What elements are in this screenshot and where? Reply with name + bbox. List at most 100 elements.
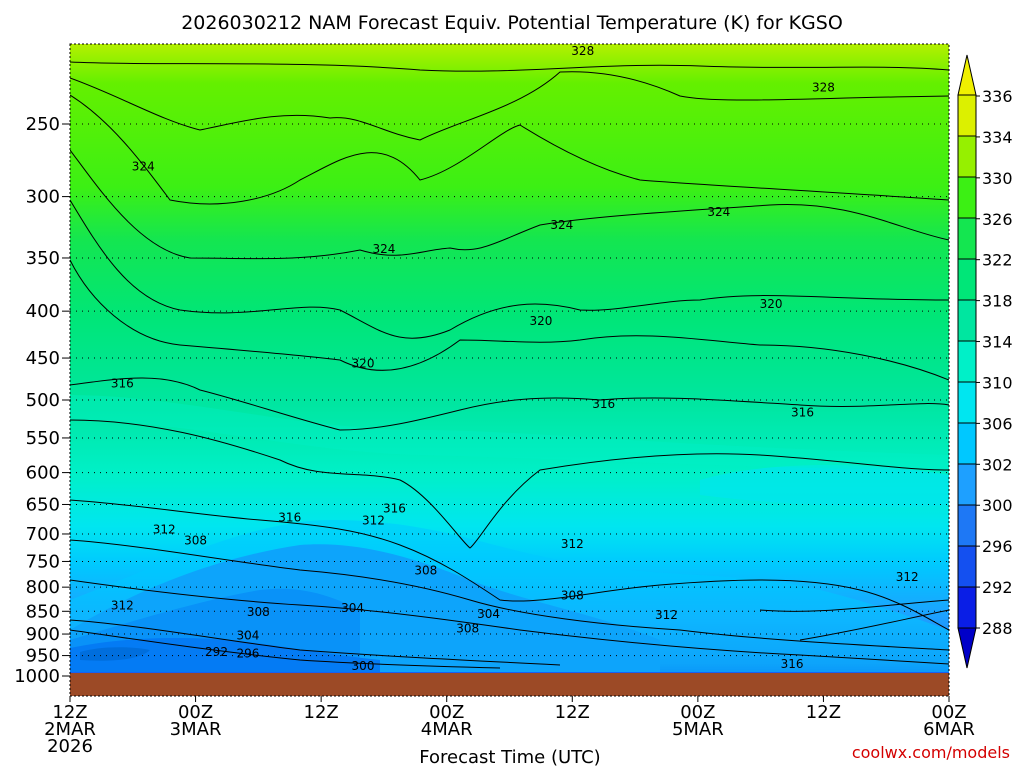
- y-tick-label: 500: [26, 390, 60, 411]
- contour-lines: [70, 61, 949, 669]
- contour-line: [70, 419, 949, 549]
- contour-label: 324: [707, 205, 730, 219]
- contour-label: 312: [561, 537, 584, 551]
- low-level-shading: [70, 395, 949, 672]
- contour-label: 312: [111, 599, 134, 613]
- contour-label: 328: [571, 44, 594, 58]
- colorbar-swatch: [957, 422, 977, 465]
- colorbar-label: 330: [982, 169, 1013, 188]
- colorbar-swatch: [957, 586, 977, 629]
- contour-label: 320: [352, 356, 375, 370]
- colorbar-min-tip: [957, 627, 977, 669]
- contour-label: 320: [529, 314, 552, 328]
- y-tick-label: 650: [26, 494, 60, 515]
- contour-label: 308: [456, 622, 479, 636]
- colorbar-swatch: [957, 258, 977, 301]
- colorbar-label: 314: [982, 333, 1013, 352]
- colorbar-max-tip: [957, 54, 977, 96]
- x-tick-label: 00Z: [931, 702, 966, 723]
- shading-region: [70, 520, 949, 672]
- colorbar-label: 288: [982, 619, 1013, 638]
- colorbar-label: 326: [982, 210, 1013, 229]
- shading-region: [70, 395, 949, 470]
- contour-line: [70, 259, 949, 381]
- y-tick-label: 900: [26, 624, 60, 645]
- x-tick-label: 00Z: [429, 702, 464, 723]
- contour-label: 316: [111, 377, 134, 391]
- contour-label: 300: [352, 659, 375, 673]
- y-tick-label: 350: [26, 248, 60, 269]
- x-tick-label: 12Z: [304, 702, 339, 723]
- contour-label: 324: [550, 218, 573, 232]
- x-tick-label: 00Z: [680, 702, 715, 723]
- colorbar-swatch: [957, 504, 977, 547]
- colorbar-swatch: [957, 340, 977, 383]
- contour-labels: 3283283243243243243203203203163163163163…: [111, 44, 919, 673]
- colorbar-label: 318: [982, 292, 1013, 311]
- contour-label: 304: [341, 601, 364, 615]
- x-axis-label: Forecast Time (UTC): [419, 747, 600, 768]
- y-tick-label: 750: [26, 551, 60, 572]
- contour-line: [70, 377, 949, 431]
- contour-label: 316: [278, 511, 301, 525]
- contour-line: [799, 609, 949, 641]
- colorbar-label: 336: [982, 87, 1013, 106]
- colorbar-swatch: [957, 94, 977, 137]
- y-tick-label: 700: [26, 524, 60, 545]
- colorbar-swatch: [957, 135, 977, 178]
- contour-label: 312: [896, 570, 919, 584]
- plot-frame: [69, 43, 950, 697]
- contour-line: [70, 61, 949, 72]
- y-tick-label: 800: [26, 577, 60, 598]
- chart-title: 2026030212 NAM Forecast Equiv. Potential…: [181, 12, 843, 34]
- contour-label: 296: [236, 646, 259, 660]
- gridlines: [70, 123, 949, 657]
- x-tick-label: 4MAR: [421, 719, 473, 740]
- x-tick-label: 12Z: [806, 702, 841, 723]
- colorbar-label: 302: [982, 455, 1013, 474]
- x-tick-label: 6MAR: [923, 719, 975, 740]
- contour-label: 308: [184, 534, 207, 548]
- contour-label: 304: [236, 628, 259, 642]
- colorbar-swatch: [957, 176, 977, 219]
- contour-label: 320: [760, 297, 783, 311]
- contour-label: 324: [372, 242, 395, 256]
- colorbar-label: 296: [982, 537, 1013, 556]
- colorbar-swatch: [957, 217, 977, 260]
- contour-label: 304: [477, 607, 500, 621]
- contour-line: [70, 579, 949, 665]
- x-tick-label: 2MAR: [44, 719, 96, 740]
- contour-label: 312: [153, 522, 176, 536]
- y-axis: 2503003504004505005506006507007508008509…: [14, 114, 70, 687]
- contour-label: 292: [205, 645, 228, 659]
- colorbar-label: 300: [982, 496, 1013, 515]
- contour-label: 324: [132, 159, 155, 173]
- shading-region: [700, 464, 949, 507]
- contour-line: [70, 629, 501, 669]
- x-tick-label: 00Z: [178, 702, 213, 723]
- credit-text: coolwx.com/models: [852, 743, 1010, 762]
- y-tick-label: 850: [26, 601, 60, 622]
- contour-label: 316: [383, 502, 406, 516]
- colorbar-label: 292: [982, 578, 1013, 597]
- contour-label: 308: [561, 589, 584, 603]
- colorbar-label: 310: [982, 373, 1013, 392]
- x-tick-label: 5MAR: [672, 719, 724, 740]
- contour-label: 308: [414, 563, 437, 577]
- colorbar-label: 306: [982, 414, 1013, 433]
- x-tick-label: 2026: [47, 736, 93, 757]
- contour-line: [70, 71, 949, 141]
- contour-label: 316: [791, 406, 814, 420]
- contour-label: 316: [781, 657, 804, 671]
- contour-label: 328: [812, 80, 835, 94]
- contour-line: [759, 599, 949, 612]
- contour-label: 312: [655, 608, 678, 622]
- colorbar-swatch: [957, 381, 977, 424]
- y-tick-label: 250: [26, 114, 60, 135]
- ground-surface: [70, 673, 949, 696]
- x-tick-label: 12Z: [52, 702, 87, 723]
- contour-label: 312: [362, 514, 385, 528]
- y-tick-label: 1000: [14, 666, 60, 687]
